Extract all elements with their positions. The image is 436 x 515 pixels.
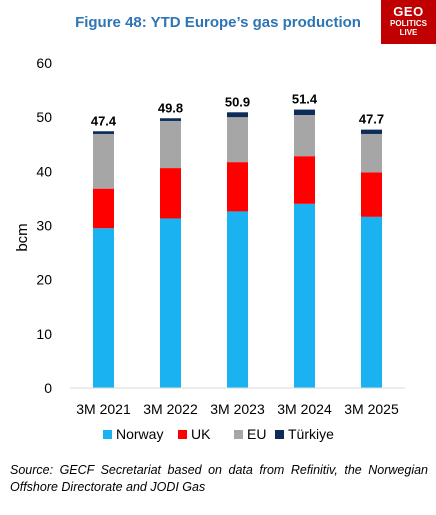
bar-segment bbox=[361, 216, 382, 388]
x-tick-label: 3M 2023 bbox=[210, 401, 265, 417]
legend: Norway UK EU Türkiye bbox=[103, 426, 334, 442]
logo-line-1: GEO bbox=[393, 4, 424, 19]
total-data-label: 51.4 bbox=[292, 92, 318, 107]
legend-label: UK bbox=[191, 426, 211, 442]
bar-segment bbox=[294, 109, 315, 115]
legend-swatch bbox=[234, 430, 243, 439]
bar-segment bbox=[93, 228, 114, 388]
y-tick-label: 60 bbox=[36, 55, 52, 71]
y-tick-label: 30 bbox=[36, 218, 52, 234]
bar-segment bbox=[227, 162, 248, 212]
x-axis: 3M 2021 3M 2022 3M 2023 3M 2024 3M 2025 bbox=[70, 387, 405, 417]
y-tick-label: 20 bbox=[36, 272, 52, 288]
y-axis-label: bcm bbox=[14, 223, 31, 251]
total-data-label: 50.9 bbox=[225, 94, 250, 109]
legend-label: EU bbox=[247, 426, 266, 442]
bar-segment bbox=[93, 133, 114, 189]
bar-segment bbox=[294, 156, 315, 204]
y-tick-label: 40 bbox=[36, 163, 52, 179]
bar-segment bbox=[160, 120, 181, 169]
y-tick-label: 0 bbox=[44, 380, 52, 396]
y-axis: 0 10 20 30 40 50 60 bcm bbox=[14, 55, 52, 396]
legend-swatch bbox=[178, 430, 187, 439]
logo-line-2: POLITICS bbox=[390, 19, 427, 28]
x-tick-label: 3M 2021 bbox=[76, 401, 131, 417]
source-note: Source: GECF Secretariat based on data f… bbox=[10, 463, 428, 494]
y-tick-label: 50 bbox=[36, 109, 52, 125]
bar-segment bbox=[160, 218, 181, 388]
bar-segment bbox=[294, 203, 315, 388]
logo-line-3: LIVE bbox=[399, 28, 418, 37]
bar-segment bbox=[227, 211, 248, 388]
geopolitics-live-logo: GEO POLITICS LIVE bbox=[381, 0, 436, 44]
legend-label: Norway bbox=[116, 426, 163, 442]
bar-segment bbox=[93, 188, 114, 229]
legend-label: Türkiye bbox=[288, 426, 334, 442]
bar-segment bbox=[93, 131, 114, 134]
bar-segment bbox=[227, 112, 248, 118]
bar-segment bbox=[294, 115, 315, 157]
bar-segment bbox=[361, 129, 382, 134]
bar-segment bbox=[227, 117, 248, 163]
bar-segment bbox=[160, 168, 181, 219]
bar-segment bbox=[361, 172, 382, 217]
x-tick-label: 3M 2025 bbox=[344, 401, 399, 417]
x-tick-label: 3M 2022 bbox=[143, 401, 198, 417]
total-data-label: 47.4 bbox=[91, 113, 117, 128]
legend-swatch bbox=[275, 430, 284, 439]
x-tick-label: 3M 2024 bbox=[277, 401, 332, 417]
bar-segment bbox=[160, 118, 181, 121]
total-data-label: 47.7 bbox=[359, 112, 384, 127]
bars-group: 47.4 49.8 50.9 51.4 47.7 bbox=[91, 92, 384, 388]
bar-segment bbox=[361, 133, 382, 173]
legend-swatch bbox=[103, 430, 112, 439]
chart-title: Figure 48: YTD Europe’s gas production bbox=[75, 14, 361, 31]
y-tick-label: 10 bbox=[36, 326, 52, 342]
stacked-bar-chart: 0 10 20 30 40 50 60 bcm 47.4 49.8 50.9 51.4 47.7 3M… bbox=[14, 55, 405, 442]
total-data-label: 49.8 bbox=[158, 100, 183, 115]
